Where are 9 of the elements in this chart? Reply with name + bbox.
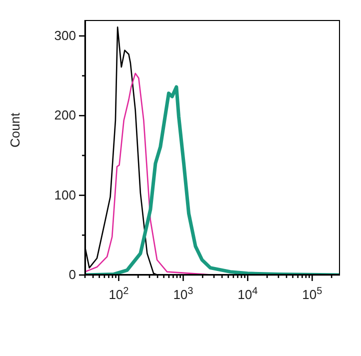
x-tick-label: 10$^{5}$ bbox=[302, 286, 323, 302]
x-tick-label: 10$^{4}$ bbox=[238, 286, 258, 302]
y-axis-title: Count bbox=[8, 112, 23, 148]
y-tick-label: 200 bbox=[54, 108, 76, 123]
x-tick-label: 10$^{2}$ bbox=[108, 286, 130, 302]
y-tick-label: 100 bbox=[54, 187, 76, 202]
y-tick-label: 0 bbox=[68, 267, 76, 282]
y-tick-label: 300 bbox=[54, 28, 76, 43]
x-tick-label: 10$^{3}$ bbox=[173, 286, 194, 302]
